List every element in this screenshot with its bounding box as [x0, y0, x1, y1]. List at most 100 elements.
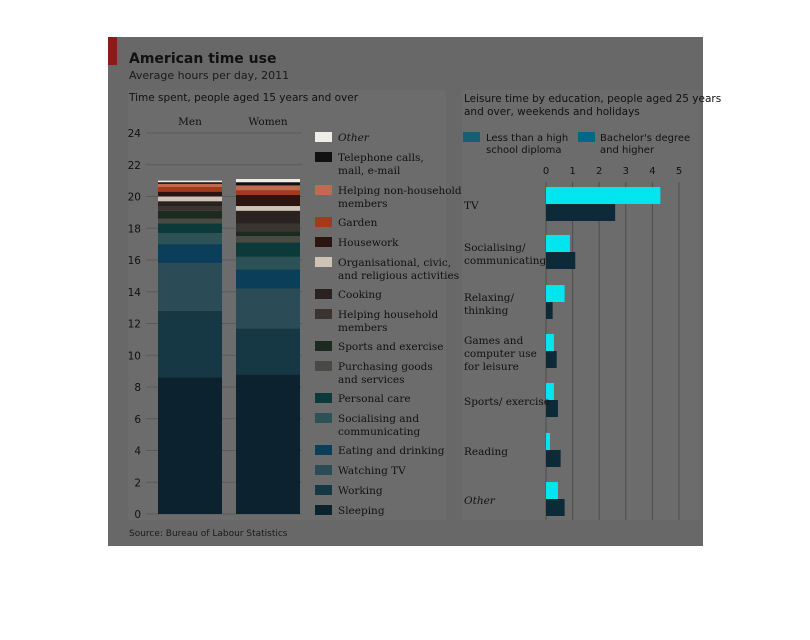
stack-y-tick-label: 6 [134, 414, 141, 426]
leisure-chart: Leisure time by education, people aged 2… [463, 93, 721, 520]
stack-segment-men-purchasing-goods-and-services [158, 218, 222, 224]
stack-legend-swatch-organisational-civic-and-religious-activities [315, 257, 332, 267]
stack-y-tick-label: 20 [128, 192, 141, 204]
leisure-x-tick-label: 1 [569, 166, 575, 177]
stack-segment-women-socialising-and-communicating [236, 256, 300, 270]
stack-y-tick-label: 12 [128, 319, 141, 331]
leisure-category-label-reading: Reading [464, 446, 508, 458]
leisure-category-label-sports-exercise: Sports/ exercise [464, 396, 550, 408]
stack-legend: Other Telephone calls, mail, e-mail Helping… [315, 132, 462, 517]
source-note: Source: Bureau of Labour Statistics [129, 529, 288, 539]
leisure-bar-games-and-computer-use-for-leisure-less-than-a-high-school-diploma [546, 334, 554, 351]
stack-legend-swatch-housework [315, 237, 332, 247]
stack-legend-swatch-socialising-and-communicating [315, 413, 332, 423]
stack-legend-label-personal-care: Personal care [338, 393, 411, 405]
stack-y-tick-label: 10 [128, 350, 141, 362]
leisure-bar-other-bachelor-s-degree-and-higher [546, 499, 565, 516]
stack-category-label-women: Women [248, 116, 288, 128]
stack-y-tick-label: 18 [128, 223, 141, 235]
stack-legend-label-sleeping: Sleeping [338, 505, 385, 517]
stack-bars [158, 179, 300, 514]
stack-y-tick-label: 16 [128, 255, 142, 267]
leisure-x-tick-label: 5 [676, 166, 682, 177]
stack-legend-label-garden: Garden [338, 217, 378, 229]
leisure-chart-backdrop [462, 90, 700, 520]
stack-segment-women-eating-and-drinking [236, 269, 300, 289]
stack-legend-swatch-sports-and-exercise [315, 341, 332, 351]
stack-segment-men-garden [158, 186, 222, 192]
stack-segment-women-housework [236, 194, 300, 207]
leisure-x-tick-label: 3 [623, 166, 629, 177]
stack-segment-women-telephone-calls-mail-e-mail [236, 182, 300, 186]
stack-segment-men-sports-and-exercise [158, 210, 222, 219]
leisure-category-label-socialising-communicating: Socialising/communicating [464, 242, 546, 267]
stack-chart-title: Time spent, people aged 15 years and ove… [128, 92, 359, 104]
stack-legend-label-housework: Housework [338, 237, 399, 249]
stack-legend-label-working: Working [338, 485, 383, 497]
stack-segment-men-working [158, 310, 222, 378]
leisure-x-tick-label: 4 [649, 166, 655, 177]
stack-legend-swatch-helping-household-members [315, 309, 332, 319]
stack-legend-swatch-other [315, 132, 332, 142]
accent-bar [108, 37, 117, 65]
leisure-title-line-1: Leisure time by education, people aged 2… [464, 93, 721, 105]
stack-segment-women-organisational-civic-and-religious-activities [236, 206, 300, 211]
stack-segment-women-helping-household-members [236, 223, 300, 232]
stack-segment-men-helping-household-members [158, 206, 222, 211]
stack-legend-swatch-telephone-calls-mail-e-mail [315, 152, 332, 162]
stack-legend-swatch-garden [315, 217, 332, 227]
leisure-bar-tv-bachelor-s-degree-and-higher [546, 204, 616, 221]
leisure-bar-socialising-communicating-less-than-a-high-school-diploma [546, 235, 570, 252]
leisure-category-label-tv: TV [464, 200, 479, 212]
stack-legend-label-cooking: Cooking [338, 289, 382, 301]
stack-segment-men-other [158, 180, 222, 183]
leisure-bar-sports-exercise-bachelor-s-degree-and-higher [546, 400, 558, 417]
leisure-bar-sports-exercise-less-than-a-high-school-diploma [546, 383, 554, 400]
leisure-category-labels: TV Socialising/communicating Relaxing/thin… [464, 200, 550, 507]
stack-legend-label-organisational-civic-and-religious-activities: Organisational, civic, and religious acti… [338, 257, 459, 282]
leisure-legend-swatch-less-than-a-high-school-diploma [463, 132, 480, 142]
leisure-bar-relaxing-thinking-less-than-a-high-school-diploma [546, 285, 565, 302]
stack-segment-men-cooking [158, 201, 222, 207]
leisure-x-axis: 0 1 2 3 4 5 [543, 166, 682, 177]
stack-y-tick-label: 24 [128, 128, 142, 140]
leisure-bar-reading-less-than-a-high-school-diploma [546, 433, 550, 450]
stack-legend-swatch-cooking [315, 289, 332, 299]
stack-legend-swatch-helping-non-household-members [315, 185, 332, 195]
stack-segment-women-working [236, 328, 300, 375]
stack-y-tick-label: 4 [134, 446, 141, 458]
stack-y-tick-label: 0 [134, 509, 141, 521]
stack-segment-men-helping-non-household-members [158, 183, 222, 187]
leisure-bar-relaxing-thinking-bachelor-s-degree-and-higher [546, 302, 553, 319]
figure-subtitle: Average hours per day, 2011 [129, 69, 289, 82]
leisure-category-label-games-and-computer-use-for-leisure: Games and computer use for leisure [464, 335, 537, 373]
stack-segment-men-eating-and-drinking [158, 244, 222, 264]
stack-legend-label-sports-and-exercise: Sports and exercise [338, 341, 444, 353]
stack-legend-label-other: Other [338, 132, 370, 144]
leisure-bar-other-less-than-a-high-school-diploma [546, 482, 558, 499]
stack-category-label-men: Men [178, 116, 202, 128]
stack-legend-swatch-personal-care [315, 393, 332, 403]
stack-segment-women-purchasing-goods-and-services [236, 236, 300, 243]
leisure-legend-label-bachelor-s-degree-and-higher: Bachelor's degree and higher [600, 133, 690, 156]
stack-legend-label-purchasing-goods-and-services: Purchasing goods and services [338, 361, 433, 386]
stack-legend-swatch-watching-tv [315, 465, 332, 475]
leisure-bars [546, 187, 661, 516]
stack-segment-men-telephone-calls-mail-e-mail [158, 182, 222, 184]
leisure-bar-tv-less-than-a-high-school-diploma [546, 187, 661, 204]
stack-legend-label-helping-non-household-members: Helping non-household members [338, 185, 462, 210]
stack-legend-label-socialising-and-communicating: Socialising and communicating [338, 413, 420, 438]
leisure-bar-socialising-communicating-bachelor-s-degree-and-higher [546, 252, 576, 269]
stack-segment-women-garden [236, 190, 300, 195]
stack-segment-women-helping-non-household-members [236, 185, 300, 191]
stack-segment-men-housework [158, 191, 222, 197]
stack-legend-swatch-sleeping [315, 505, 332, 515]
stack-segment-women-watching-tv [236, 288, 300, 329]
leisure-category-label-relaxing-thinking: Relaxing/thinking [464, 292, 515, 317]
stack-segment-men-socialising-and-communicating [158, 233, 222, 245]
leisure-x-tick-label: 2 [596, 166, 602, 177]
stack-legend-label-telephone-calls-mail-e-mail: Telephone calls, mail, e-mail [338, 152, 424, 177]
